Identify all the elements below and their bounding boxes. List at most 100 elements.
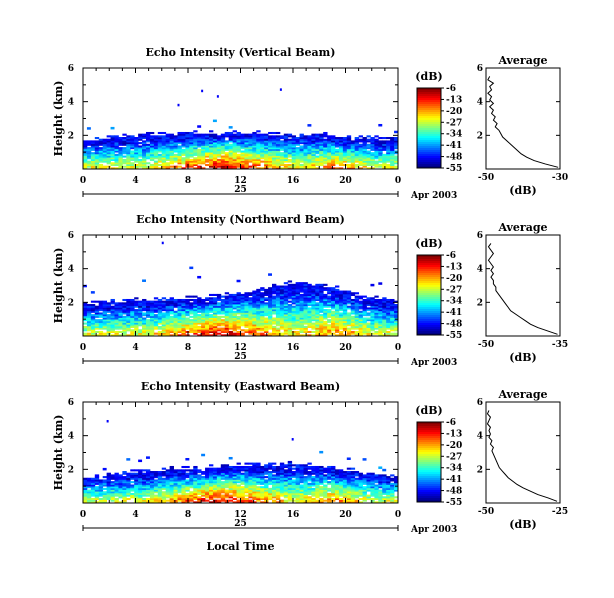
heatmap-cell [157,142,163,145]
heatmap-cell [130,474,135,477]
heatmap-cell [342,307,348,310]
heatmap-cell [161,501,167,504]
heatmap-cell [291,319,297,322]
heatmap-cell [197,158,202,161]
heatmap-cell [264,330,269,334]
heatmap-cell [358,329,363,332]
heatmap-cell [275,152,281,155]
heatmap-cell [157,163,163,167]
heatmap-cell [149,496,155,499]
heatmap-cell [114,319,119,322]
heatmap-cell [299,481,304,484]
heatmap-cell [338,477,344,480]
heatmap-cell [130,152,135,155]
heatmap-cell [201,486,206,489]
heatmap-cell [134,300,139,303]
heatmap-cell [224,465,230,469]
heatmap-cell [201,148,206,151]
heatmap-cell [283,476,289,479]
heatmap-cell [161,142,167,145]
heatmap-cell [86,320,92,323]
heatmap-cell [331,160,336,163]
heatmap-cell [338,292,344,295]
heatmap-cell [94,155,100,158]
heatmap-cell [110,317,115,320]
heatmap-cell [275,150,281,153]
heatmap-cell [149,152,155,155]
heatmap-cell [118,324,123,327]
heatmap-cell [350,165,356,168]
heatmap-cell [181,305,186,308]
heatmap-cell [394,155,399,158]
heatmap-cell [319,499,324,502]
heatmap-cell [327,298,332,302]
heatmap-cell [311,297,316,300]
heatmap-cell [264,292,269,295]
heatmap-cell [335,487,340,490]
heatmap-cell [224,319,230,322]
heatmap-cell [205,138,210,141]
heatmap-cell [248,330,253,334]
heatmap-cell [323,305,328,308]
heatmap-cell [228,152,234,155]
colorbar-swatch [417,114,441,117]
heatmap-cell [169,324,174,327]
heatmap-cell [205,160,210,163]
heatmap-cell [169,142,174,145]
heatmap-cell [122,302,127,305]
heatmap-cell [311,491,316,494]
heatmap-cell [90,320,96,323]
heatmap-cell [283,138,289,141]
heatmap-cell [358,334,363,337]
heatmap-cell [311,307,316,310]
heatmap-cell [338,332,344,335]
heatmap-cell [350,162,356,165]
heatmap-cell [350,496,356,499]
heatmap-cell [346,167,352,170]
heatmap-cell [279,88,282,91]
heatmap-cell [299,471,304,474]
heatmap-cell [295,300,300,303]
heatmap-cell [283,158,289,161]
heatmap-cell [362,310,367,313]
heatmap-cell [260,314,265,317]
heatmap-cell [232,138,237,141]
heatmap-cell [134,492,139,495]
heatmap-cell [201,499,206,502]
heatmap-cell [366,300,371,303]
heatmap-cell [181,137,186,140]
heatmap-cell [346,315,352,318]
heatmap-cell [279,462,285,465]
heatmap-cell [181,329,186,332]
heatmap-cell [240,302,245,305]
heatmap-cell [181,135,186,138]
heatmap-cell [193,486,198,489]
heatmap-cell [315,157,320,160]
heatmap-cell [315,162,320,165]
heatmap-cell [252,290,257,293]
heatmap-cell [386,334,391,337]
heatmap-cell [173,142,178,145]
heatmap-cell [358,152,363,155]
heatmap-cell [149,334,155,337]
heatmap-cell [311,158,316,161]
colorbar-tick-label: -34 [446,297,462,307]
heatmap-cell [212,157,218,160]
heatmap-cell [122,140,127,143]
heatmap-cell [197,327,202,330]
heatmap-cell [287,297,293,300]
heatmap-cell [358,489,363,492]
heatmap-cell [291,287,297,290]
heatmap-cell [275,315,281,318]
heatmap-cell [311,494,316,497]
heatmap-cell [327,312,332,315]
heatmap-cell [311,147,316,150]
heatmap-cell [244,309,249,312]
heatmap-cell [279,464,285,467]
heatmap-cell [114,497,119,501]
heatmap-cell [256,295,261,298]
heatmap-cell [90,163,96,167]
heatmap-cell [346,489,352,492]
heatmap-cell [268,472,273,475]
heatmap-cell [130,137,135,140]
